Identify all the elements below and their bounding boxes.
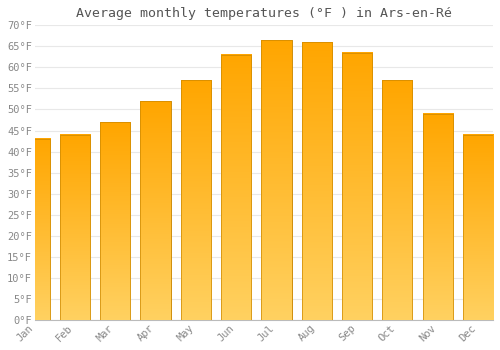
Bar — [382, 80, 412, 320]
Bar — [342, 52, 372, 320]
Title: Average monthly temperatures (°F ) in Ars-en-Ré: Average monthly temperatures (°F ) in Ar… — [76, 7, 452, 20]
Bar — [463, 135, 493, 320]
Bar — [60, 135, 90, 320]
Bar — [302, 42, 332, 320]
Bar — [20, 139, 50, 320]
Bar — [100, 122, 130, 320]
Bar — [221, 55, 252, 320]
Bar — [262, 40, 292, 320]
Bar — [422, 114, 453, 320]
Bar — [181, 80, 211, 320]
Bar — [140, 101, 170, 320]
